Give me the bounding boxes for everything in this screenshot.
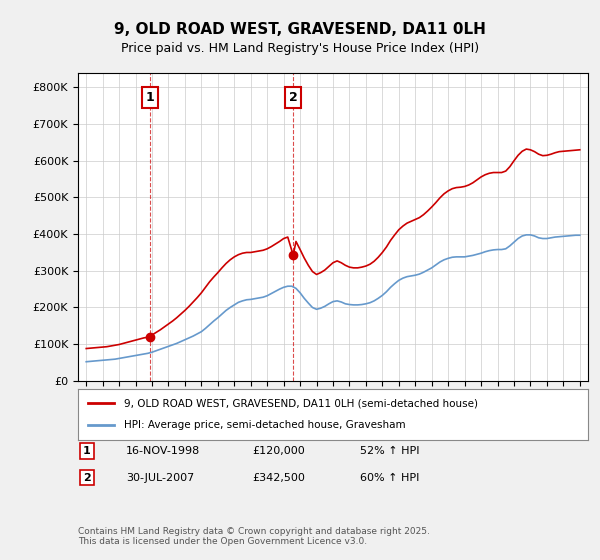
Text: 9, OLD ROAD WEST, GRAVESEND, DA11 0LH: 9, OLD ROAD WEST, GRAVESEND, DA11 0LH (114, 22, 486, 38)
Text: 60% ↑ HPI: 60% ↑ HPI (360, 473, 419, 483)
Text: 1: 1 (146, 91, 154, 104)
Text: Contains HM Land Registry data © Crown copyright and database right 2025.
This d: Contains HM Land Registry data © Crown c… (78, 526, 430, 546)
Text: HPI: Average price, semi-detached house, Gravesham: HPI: Average price, semi-detached house,… (124, 421, 406, 431)
Text: 52% ↑ HPI: 52% ↑ HPI (360, 446, 419, 456)
Text: 16-NOV-1998: 16-NOV-1998 (126, 446, 200, 456)
Text: 9, OLD ROAD WEST, GRAVESEND, DA11 0LH (semi-detached house): 9, OLD ROAD WEST, GRAVESEND, DA11 0LH (s… (124, 398, 478, 408)
Text: 2: 2 (83, 473, 91, 483)
Text: Price paid vs. HM Land Registry's House Price Index (HPI): Price paid vs. HM Land Registry's House … (121, 42, 479, 55)
Text: £342,500: £342,500 (252, 473, 305, 483)
Text: 2: 2 (289, 91, 298, 104)
Text: 1: 1 (83, 446, 91, 456)
Text: £120,000: £120,000 (252, 446, 305, 456)
Text: 30-JUL-2007: 30-JUL-2007 (126, 473, 194, 483)
